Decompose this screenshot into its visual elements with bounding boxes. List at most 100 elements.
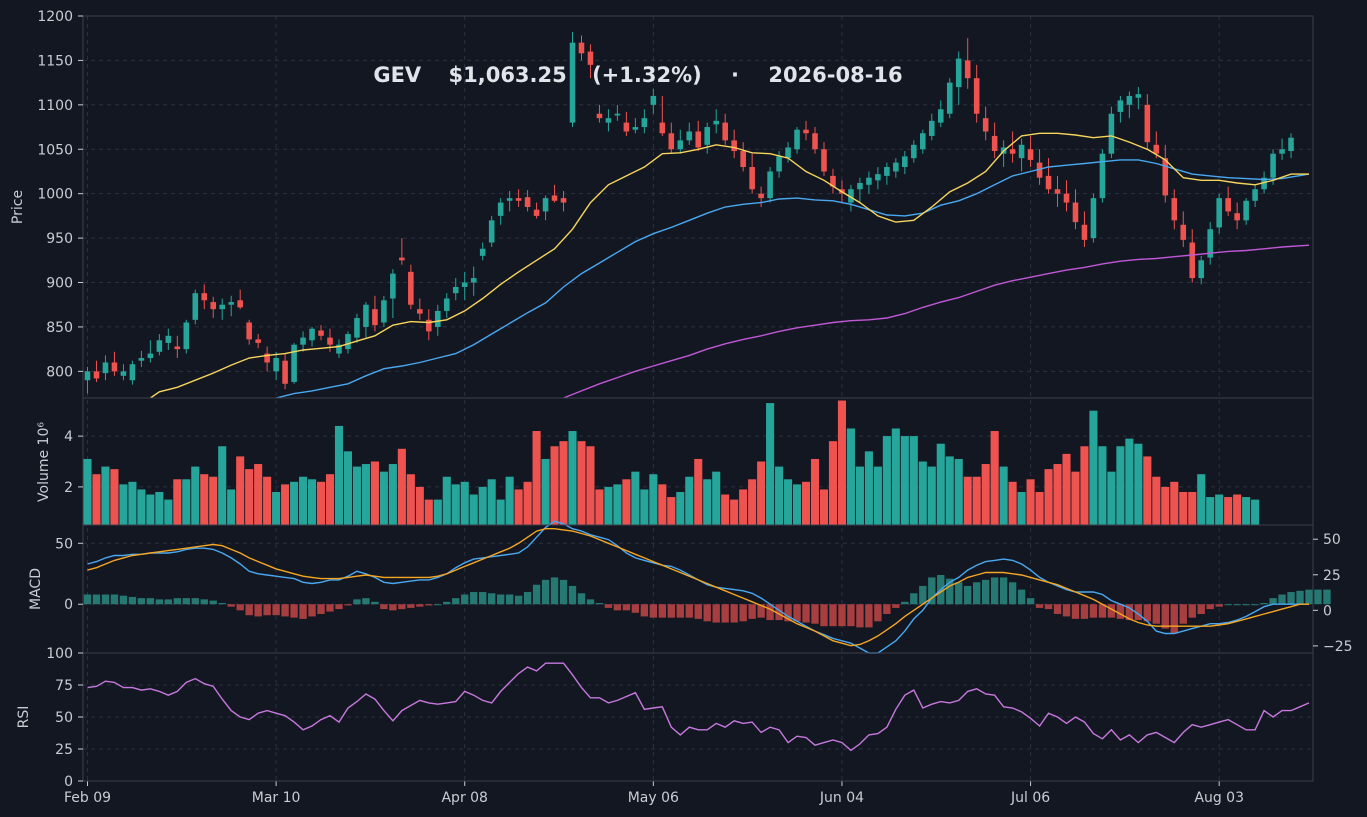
candle-body bbox=[946, 82, 953, 114]
volume-bar bbox=[613, 484, 622, 525]
macd-frame bbox=[82, 524, 1314, 654]
rsi-axis-label: RSI bbox=[16, 706, 32, 729]
volume-bar bbox=[864, 451, 873, 525]
macd-histogram-bar bbox=[955, 582, 963, 605]
candle-body bbox=[183, 322, 190, 350]
volume-bar bbox=[775, 466, 784, 525]
candle-body bbox=[210, 302, 217, 310]
macd-histogram-bar bbox=[83, 594, 92, 605]
sma-mid-line bbox=[275, 159, 1310, 398]
candle-body bbox=[345, 334, 351, 350]
candle-body bbox=[713, 120, 719, 125]
candle-body bbox=[632, 127, 639, 130]
candle-body bbox=[147, 353, 154, 359]
candle-body bbox=[363, 304, 369, 327]
candle-body bbox=[1027, 149, 1034, 160]
candle-body bbox=[1126, 95, 1133, 105]
candle-body bbox=[704, 127, 711, 145]
volume-bar bbox=[433, 499, 442, 525]
volume-bar bbox=[325, 474, 335, 525]
price-axis-label: Price bbox=[10, 190, 26, 224]
x-tick-label: Mar 10 bbox=[252, 790, 301, 806]
candle-body bbox=[1108, 113, 1115, 154]
y-tick-label: 950 bbox=[46, 231, 73, 247]
candle-body bbox=[120, 371, 127, 376]
volume-bar bbox=[649, 474, 658, 525]
macd-histogram-bar bbox=[362, 598, 370, 605]
candle-body bbox=[776, 156, 782, 172]
macd-histogram-bar bbox=[1053, 604, 1062, 614]
macd-histogram-bar bbox=[487, 593, 496, 605]
volume-bar bbox=[945, 456, 954, 525]
candle-body bbox=[417, 309, 423, 314]
volume-bar bbox=[245, 469, 254, 525]
candle-body bbox=[641, 118, 648, 128]
volume-bar bbox=[182, 479, 191, 525]
candle-body bbox=[399, 257, 405, 261]
macd-histogram-bar bbox=[1152, 604, 1160, 624]
macd-histogram-bar bbox=[1323, 589, 1331, 605]
macd-histogram-bar bbox=[568, 585, 577, 605]
title-change: (+1.32%) bbox=[592, 63, 702, 87]
candle-body bbox=[1207, 229, 1213, 258]
volume-bar bbox=[784, 479, 793, 525]
volume-bar bbox=[155, 491, 164, 525]
volume-bar bbox=[694, 458, 703, 525]
title-ticker: GEV bbox=[373, 63, 422, 87]
volume-bar bbox=[487, 479, 496, 525]
candle-body bbox=[686, 131, 693, 141]
volume-bar bbox=[218, 446, 227, 525]
macd-histogram-bar bbox=[353, 599, 361, 605]
volume-bar bbox=[1125, 438, 1134, 525]
y-tick-label-right: 0 bbox=[1323, 603, 1332, 619]
volume-bar bbox=[451, 484, 460, 525]
y-tick-label-right: 25 bbox=[1323, 568, 1341, 584]
candle-body bbox=[246, 322, 252, 340]
macd-histogram-bar bbox=[550, 577, 559, 605]
macd-histogram-bar bbox=[685, 604, 693, 618]
macd-histogram-bar bbox=[694, 604, 702, 619]
sma-slow-line bbox=[563, 244, 1310, 398]
candle-body bbox=[812, 133, 818, 150]
volume-bar bbox=[290, 481, 299, 525]
macd-histogram-bar bbox=[514, 595, 523, 605]
sma-fast-line bbox=[150, 132, 1309, 398]
macd-histogram-bar bbox=[128, 596, 137, 605]
volume-bar bbox=[343, 451, 353, 525]
macd-histogram-bar bbox=[209, 600, 217, 605]
macd-histogram-bar bbox=[496, 594, 505, 605]
candle-body bbox=[1099, 153, 1106, 199]
volume-bar bbox=[83, 458, 92, 525]
candle-body bbox=[506, 198, 513, 201]
macd-histogram-bar bbox=[1206, 604, 1214, 610]
volume-bar bbox=[757, 461, 766, 525]
y-tick-label: 1000 bbox=[37, 187, 73, 203]
volume-bar bbox=[191, 466, 200, 525]
macd-histogram-bar bbox=[101, 594, 110, 605]
volume-bar bbox=[128, 481, 137, 525]
macd-histogram-bar bbox=[981, 579, 990, 605]
macd-histogram-bar bbox=[757, 604, 765, 618]
candle-body bbox=[381, 300, 387, 323]
volume-bar bbox=[1170, 481, 1179, 525]
volume-bar bbox=[577, 441, 586, 525]
candle-body bbox=[982, 118, 989, 132]
volume-bar bbox=[281, 484, 290, 525]
macd-histogram-bar bbox=[434, 604, 442, 606]
macd-histogram-bar bbox=[1233, 604, 1241, 606]
x-tick-label: Aug 03 bbox=[1194, 790, 1244, 806]
volume-bar bbox=[873, 466, 882, 525]
candle-body bbox=[452, 286, 459, 294]
macd-histogram-bar bbox=[739, 604, 747, 622]
candle-body bbox=[282, 360, 288, 384]
macd-histogram-bar bbox=[119, 595, 128, 605]
volume-bar bbox=[1116, 446, 1125, 525]
candle-body bbox=[1153, 144, 1160, 154]
volume-bar bbox=[999, 466, 1008, 525]
volume-bar bbox=[101, 466, 110, 525]
volume-bar bbox=[900, 436, 909, 525]
candle-body bbox=[803, 129, 809, 134]
candle-body bbox=[237, 300, 243, 308]
macd-histogram-bar bbox=[631, 604, 640, 613]
